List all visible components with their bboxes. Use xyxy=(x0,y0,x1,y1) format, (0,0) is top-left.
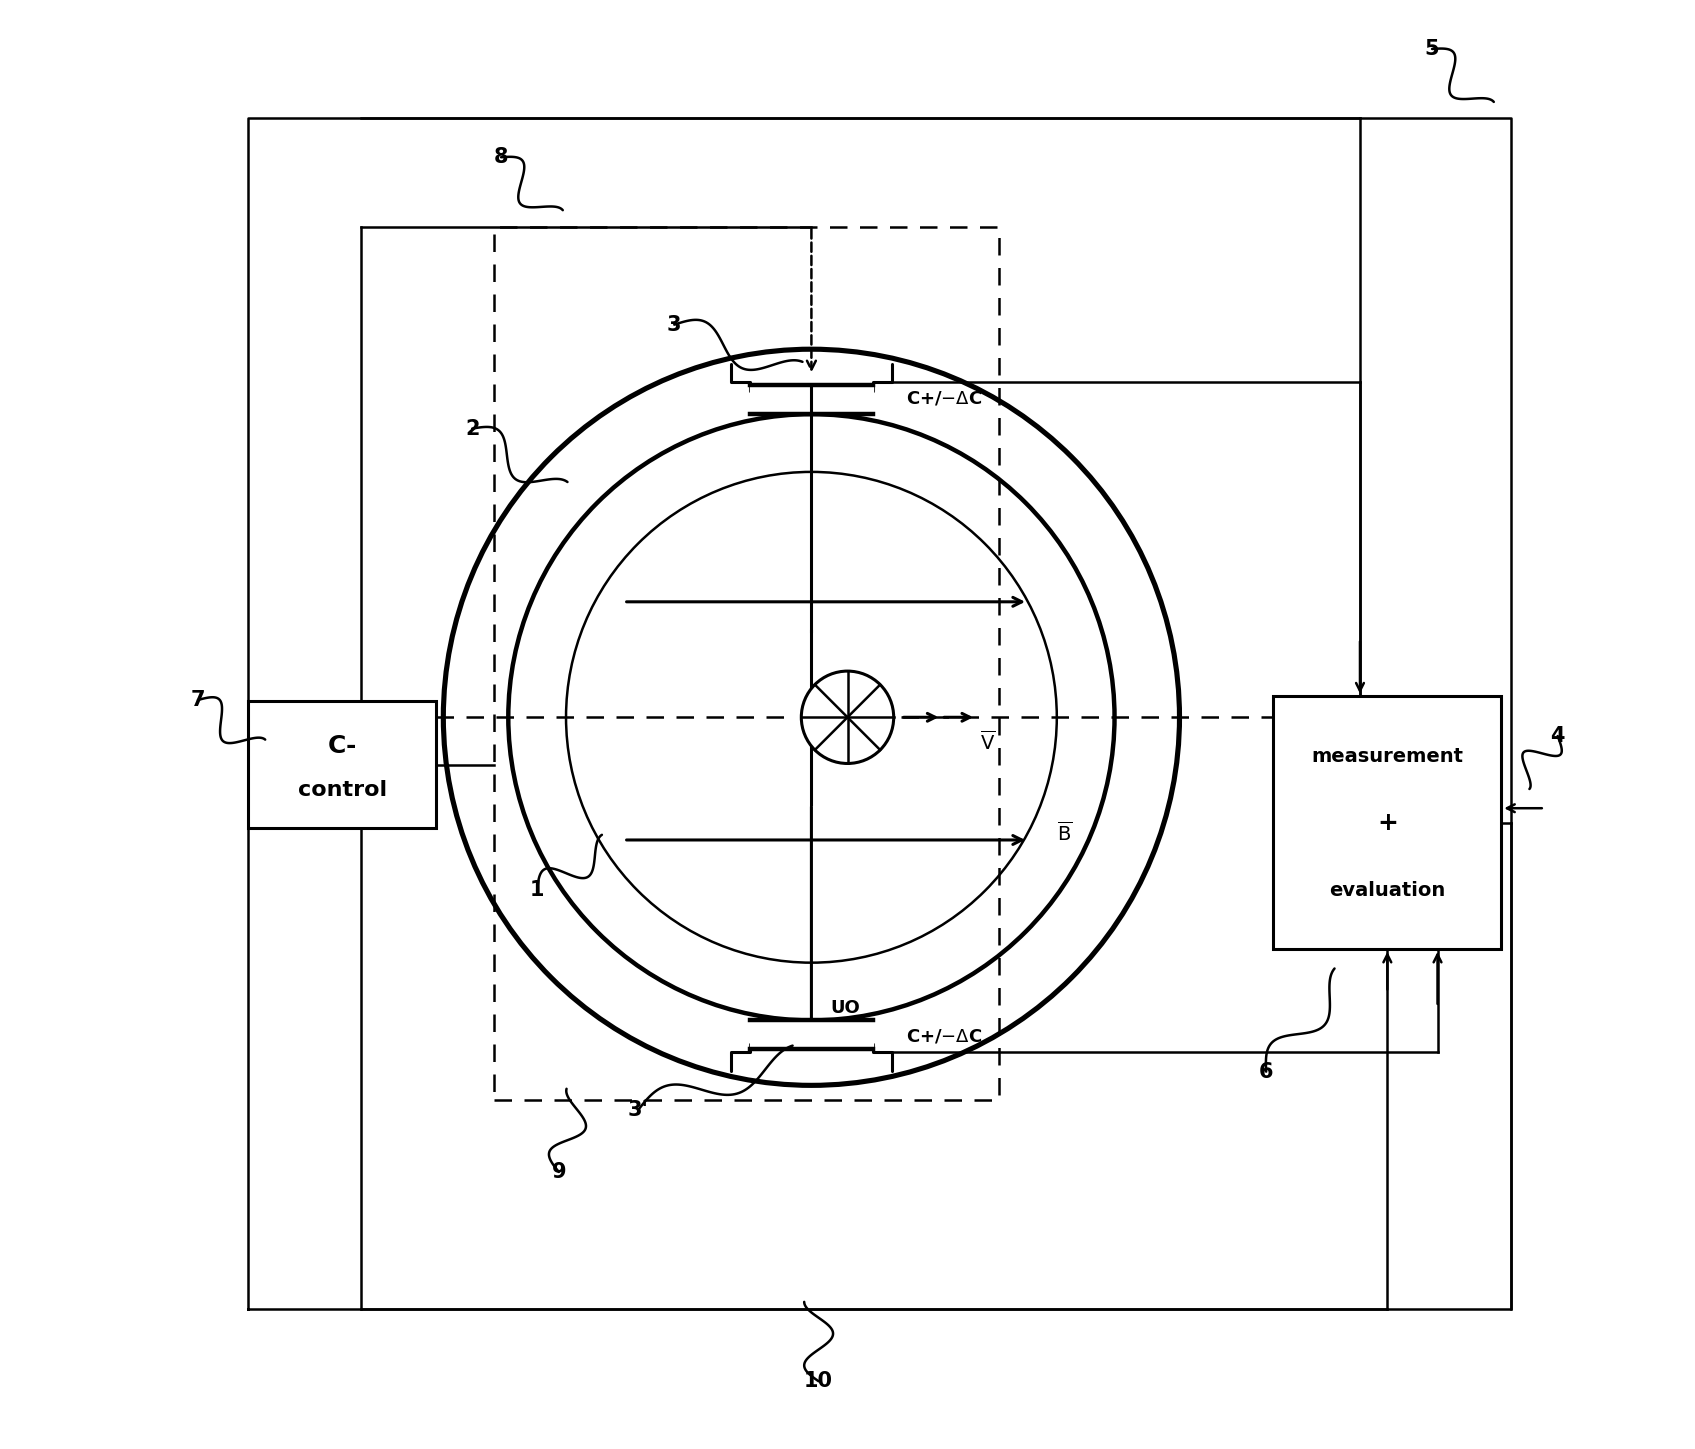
Text: 2: 2 xyxy=(464,419,480,439)
Circle shape xyxy=(802,671,893,764)
Text: C+/$-\Delta$C: C+/$-\Delta$C xyxy=(905,1027,983,1045)
Text: 8: 8 xyxy=(493,148,508,167)
Text: 10: 10 xyxy=(803,1371,834,1391)
Text: UO: UO xyxy=(831,998,859,1017)
Bar xyxy=(249,701,436,829)
Text: 6: 6 xyxy=(1259,1062,1273,1081)
Text: 3': 3' xyxy=(627,1100,649,1120)
Text: 5: 5 xyxy=(1425,39,1439,59)
Bar xyxy=(1273,697,1502,949)
Text: 3: 3 xyxy=(668,314,681,335)
Text: $\overline{\mathsf{B}}$: $\overline{\mathsf{B}}$ xyxy=(1056,822,1073,845)
Text: 9: 9 xyxy=(551,1162,566,1182)
Text: $\overline{\mathsf{V}}$: $\overline{\mathsf{V}}$ xyxy=(980,730,995,753)
Text: C+/$-\Delta$C: C+/$-\Delta$C xyxy=(905,390,983,407)
Text: C-: C- xyxy=(327,733,358,758)
Text: 7: 7 xyxy=(192,690,205,710)
Text: evaluation: evaluation xyxy=(1329,881,1446,900)
Text: measurement: measurement xyxy=(1312,748,1463,767)
Text: 1: 1 xyxy=(531,881,544,900)
Text: 4: 4 xyxy=(1551,726,1564,746)
Text: control: control xyxy=(298,781,386,800)
Text: +: + xyxy=(1376,810,1398,835)
